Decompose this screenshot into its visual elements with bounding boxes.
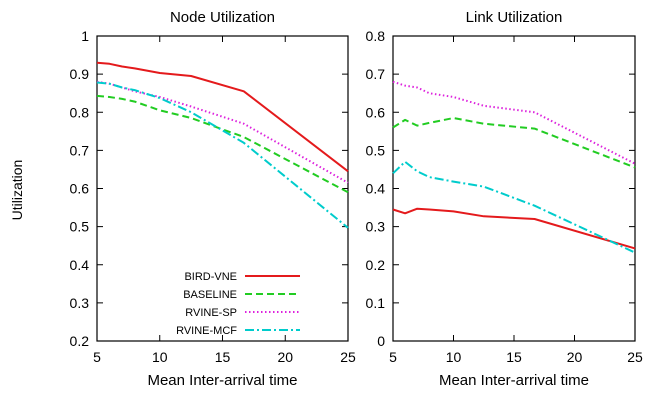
series-line-rvine-mcf xyxy=(392,160,636,254)
x-tick-label: 15 xyxy=(506,349,522,365)
y-tick-label: 0.5 xyxy=(70,219,90,235)
x-tick-label: 25 xyxy=(340,349,356,365)
y-tick-label: 0.9 xyxy=(70,66,90,82)
legend-label: BASELINE xyxy=(183,289,237,301)
y-tick-label: 1 xyxy=(81,28,89,44)
x-tick-label: 25 xyxy=(627,349,643,365)
panel-2: Link Utilization Mean Inter-arrival time 5… xyxy=(366,9,643,389)
series-line-baseline xyxy=(96,94,349,194)
y-tick-label: 0 xyxy=(377,333,385,349)
plot-frame xyxy=(392,35,636,342)
shared-ylabel: Utilization xyxy=(9,160,25,221)
x-tick-label: 10 xyxy=(152,349,168,365)
series-line-rvine-mcf xyxy=(96,81,349,229)
y-tick-label: 0.4 xyxy=(70,257,90,273)
x-tick-label: 15 xyxy=(215,349,231,365)
x-axis-label: Mean Inter-arrival time xyxy=(147,372,297,389)
y-tick-label: 0.2 xyxy=(70,333,90,349)
chart-title: Link Utilization xyxy=(466,9,563,26)
y-tick-label: 0.8 xyxy=(366,28,386,44)
series-line-rvine-sp xyxy=(392,80,636,165)
y-tick-label: 0.2 xyxy=(366,257,386,273)
series-line-bird-vne xyxy=(392,207,636,250)
legend: BIRD-VNE BASELINE RVINE-SP RVINE-MCF xyxy=(176,271,300,337)
y-tick-label: 0.3 xyxy=(70,295,90,311)
y-tick-label: 0.6 xyxy=(70,181,90,197)
x-tick-label: 20 xyxy=(567,349,583,365)
y-tick-label: 0.8 xyxy=(70,104,90,120)
y-tick-label: 0.4 xyxy=(366,181,386,197)
x-tick-label: 5 xyxy=(389,349,397,365)
y-tick-label: 0.7 xyxy=(366,66,386,82)
x-tick-label: 10 xyxy=(446,349,462,365)
panel-1: Node Utilization Mean Inter-arrival time 5… xyxy=(70,9,356,389)
y-tick-label: 0.1 xyxy=(366,295,386,311)
y-tick-label: 0.5 xyxy=(366,142,386,158)
y-tick-label: 0.3 xyxy=(366,219,386,235)
legend-label: RVINE-MCF xyxy=(176,325,237,337)
x-axis-label: Mean Inter-arrival time xyxy=(439,372,589,389)
y-tick-label: 0.6 xyxy=(366,104,386,120)
chart-title: Node Utilization xyxy=(170,9,275,26)
y-tick-label: 0.7 xyxy=(70,142,90,158)
series-line-baseline xyxy=(392,117,636,169)
series-line-rvine-sp xyxy=(96,80,349,184)
x-tick-label: 20 xyxy=(277,349,293,365)
legend-label: BIRD-VNE xyxy=(184,271,237,283)
x-tick-label: 5 xyxy=(93,349,101,365)
legend-label: RVINE-SP xyxy=(185,307,237,319)
series-line-bird-vne xyxy=(96,61,349,173)
